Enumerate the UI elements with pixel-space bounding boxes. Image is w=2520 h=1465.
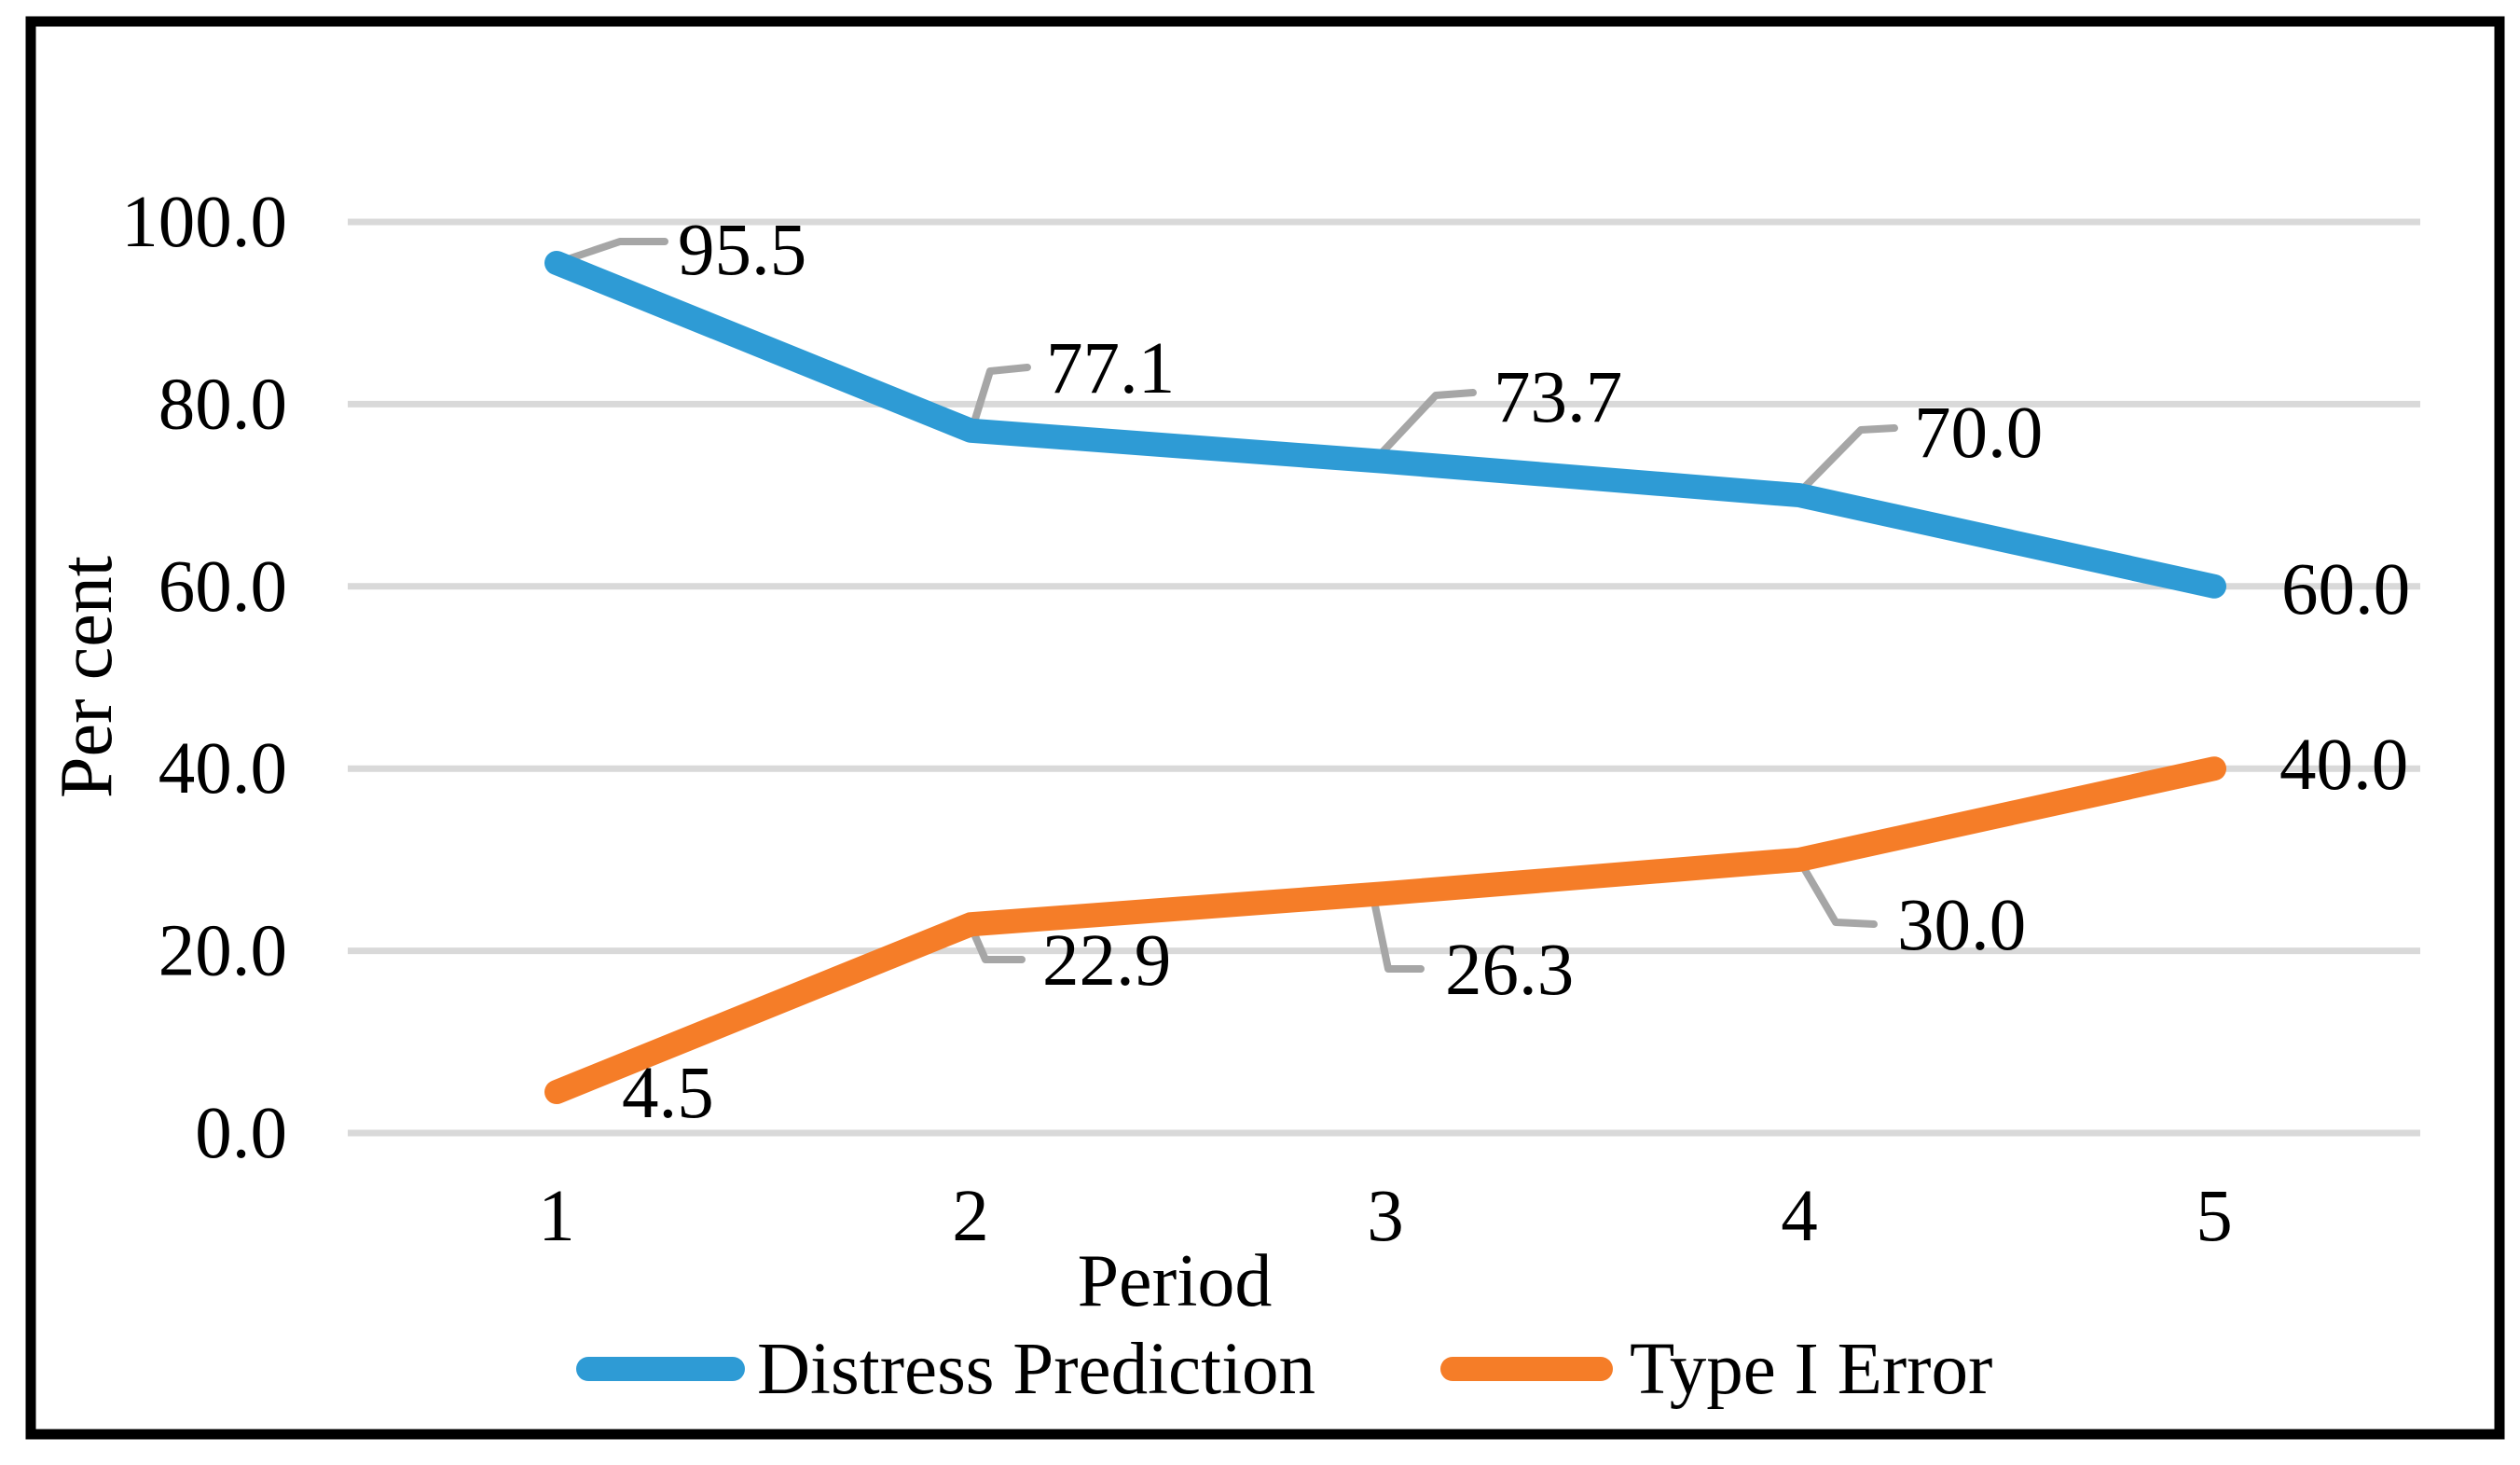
y-tick-label: 0.0 (195, 1093, 287, 1174)
x-tick-label: 1 (538, 1176, 575, 1257)
page-border (25, 16, 2505, 1440)
data-label: 73.7 (1494, 357, 1622, 438)
data-labels: 95.5 77.1 73.7 70.0 60.0 4.5 22.9 26.3 30.0 40.0 (622, 210, 2410, 1134)
data-label: 26.3 (1445, 930, 1574, 1011)
leader-line (1799, 424, 1898, 492)
series-line-type-i-error (544, 756, 2226, 1105)
leader-line (556, 238, 668, 266)
leader-line (1373, 389, 1477, 462)
series-line-distress-prediction (544, 250, 2226, 599)
leader-line (1369, 889, 1425, 973)
data-label: 60.0 (2281, 549, 2410, 630)
x-tick-label: 2 (952, 1176, 989, 1257)
gridlines (348, 218, 2420, 1137)
y-tick-label: 20.0 (158, 911, 287, 992)
data-label: 30.0 (1897, 885, 2026, 966)
x-tick-label: 3 (1367, 1176, 1404, 1257)
series-lines (544, 250, 2226, 1105)
x-tick-label: 4 (1781, 1176, 1818, 1257)
data-label: 4.5 (622, 1053, 714, 1134)
legend-label-distress-prediction: Distress Prediction (757, 1329, 1315, 1410)
data-label: 22.9 (1042, 920, 1171, 1002)
y-tick-label: 40.0 (158, 728, 287, 809)
y-tick-label: 60.0 (158, 546, 287, 628)
data-label: 40.0 (2279, 725, 2408, 806)
data-label-leader-lines (556, 238, 1898, 973)
legend-label-type-i-error: Type I Error (1630, 1329, 1992, 1410)
leader-line (969, 926, 1026, 963)
data-label: 95.5 (678, 210, 806, 291)
x-axis-tick-labels: 1 2 3 4 5 (538, 1176, 2233, 1257)
legend: Distress Prediction Type I Error (576, 1329, 1992, 1410)
y-tick-label: 80.0 (158, 364, 287, 445)
leader-line (969, 364, 1031, 432)
y-tick-label: 100.0 (121, 182, 287, 263)
y-axis-tick-labels: 0.0 20.0 40.0 60.0 80.0 100.0 (121, 182, 287, 1174)
leader-line (1797, 860, 1878, 928)
x-tick-label: 5 (2196, 1176, 2233, 1257)
data-label: 70.0 (1914, 393, 2043, 474)
data-label: 77.1 (1046, 328, 1175, 409)
y-axis-title: Per cent (46, 556, 128, 798)
x-axis-title: Period (1078, 1240, 1273, 1322)
